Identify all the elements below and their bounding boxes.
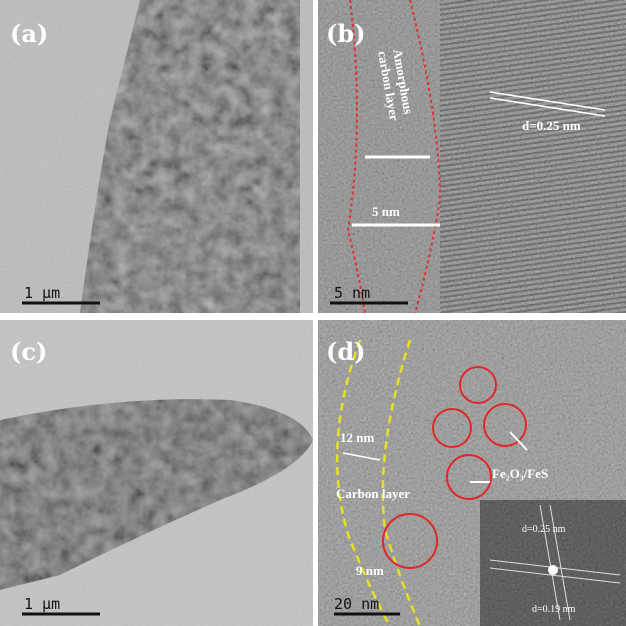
panel-label: (c) bbox=[10, 337, 47, 366]
annotation: 5 nm bbox=[372, 204, 400, 219]
annotation: 12 nm bbox=[340, 430, 374, 445]
scale-label: 5 nm bbox=[334, 284, 370, 302]
panel-label: (a) bbox=[10, 19, 48, 48]
panel-c: (c) 1 μm bbox=[0, 320, 313, 626]
scale-label: 1 μm bbox=[24, 284, 60, 302]
scale-label: 1 μm bbox=[24, 595, 60, 613]
panel-d: 12 nm Carbon layer 9 nm Fe₂O₃/FeS d=0.25… bbox=[318, 320, 626, 626]
panel-label: (b) bbox=[326, 19, 366, 48]
annotation: 9 nm bbox=[356, 563, 384, 578]
annotation: Fe₂O₃/FeS bbox=[492, 466, 548, 481]
panel-label: (d) bbox=[326, 337, 366, 366]
annotation: d=0.25 nm bbox=[522, 524, 566, 535]
annotation: d=0.19 nm bbox=[532, 604, 576, 615]
panel-a: (a) 1 μm bbox=[0, 0, 313, 313]
annotation: Carbon layer bbox=[336, 486, 410, 501]
annotation: d=0.25 nm bbox=[522, 118, 581, 133]
scale-label: 20 nm bbox=[334, 595, 379, 613]
panel-b: Amorphous carbon layer 5 nm d=0.25 nm (b… bbox=[318, 0, 626, 313]
